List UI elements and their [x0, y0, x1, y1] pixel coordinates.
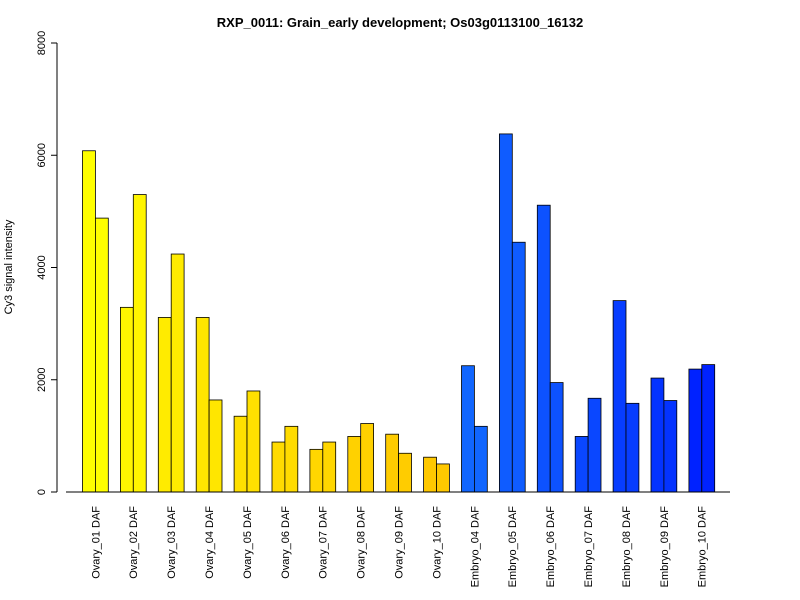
x-tick-label: Embryo_10 DAF: [697, 506, 709, 588]
x-tick-label: Ovary_01 DAF: [90, 506, 102, 579]
bar: [461, 365, 475, 493]
bar: [663, 400, 678, 493]
bar: [423, 456, 437, 493]
x-tick-label: Embryo_06 DAF: [545, 506, 557, 588]
x-tick-label: Ovary_02 DAF: [128, 506, 140, 579]
bar: [549, 382, 564, 493]
bar: [170, 253, 185, 493]
bar: [95, 217, 109, 493]
bar: [612, 300, 627, 493]
y-axis-label: Cy3 signal intensity: [3, 219, 15, 314]
y-tick-label: 6000: [36, 143, 48, 167]
y-tick-label: 4000: [36, 255, 48, 279]
bar: [385, 433, 400, 493]
bar: [688, 368, 703, 493]
x-tick-label: Embryo_05 DAF: [507, 506, 519, 588]
x-tick-label: Ovary_06 DAF: [280, 506, 292, 579]
bar: [82, 150, 96, 493]
bar: [132, 194, 147, 493]
x-tick-label: Ovary_07 DAF: [318, 506, 330, 579]
bar: [436, 463, 450, 493]
bar: [511, 241, 526, 493]
x-tick-label: Ovary_10 DAF: [431, 506, 443, 579]
bars: [82, 133, 716, 493]
x-axis-tick-labels: Ovary_01 DAF Ovary_02 DAF Ovary_03 DAF Ovar…: [90, 506, 708, 588]
chart-title: RXP_0011: Grain_early development; Os03g…: [217, 15, 583, 30]
x-tick-label: Embryo_08 DAF: [621, 506, 633, 588]
bar: [284, 425, 299, 493]
bar: [398, 452, 412, 493]
x-tick-label: Embryo_07 DAF: [583, 506, 595, 588]
bar: [498, 133, 513, 493]
bar: [587, 397, 602, 493]
bar: [309, 448, 324, 493]
x-tick-label: Ovary_09 DAF: [393, 506, 405, 579]
bar: [195, 317, 210, 493]
bar: [360, 423, 375, 493]
bar: [322, 441, 337, 493]
y-tick-label: 0: [36, 489, 48, 495]
x-tick-label: Ovary_08 DAF: [356, 506, 368, 579]
bar: [120, 306, 134, 493]
bar: [473, 425, 488, 493]
bar: [574, 436, 589, 493]
bar: [625, 402, 640, 493]
y-axis: 0 2000 4000 6000 8000: [36, 31, 58, 495]
bar: [536, 204, 551, 493]
x-tick-label: Ovary_04 DAF: [204, 506, 216, 579]
x-tick-label: Ovary_03 DAF: [166, 506, 178, 579]
x-tick-label: Ovary_05 DAF: [242, 506, 254, 579]
bar: [233, 415, 248, 493]
bar: [701, 364, 716, 493]
bar: [271, 441, 286, 493]
bar: [208, 399, 223, 493]
bar: [246, 390, 261, 493]
bar: [650, 377, 665, 493]
x-tick-label: Embryo_04 DAF: [469, 506, 481, 588]
y-tick-label: 2000: [36, 368, 48, 392]
y-tick-label: 8000: [36, 31, 48, 55]
x-tick-label: Embryo_09 DAF: [659, 506, 671, 588]
bar: [347, 436, 362, 493]
bar: [157, 317, 172, 493]
